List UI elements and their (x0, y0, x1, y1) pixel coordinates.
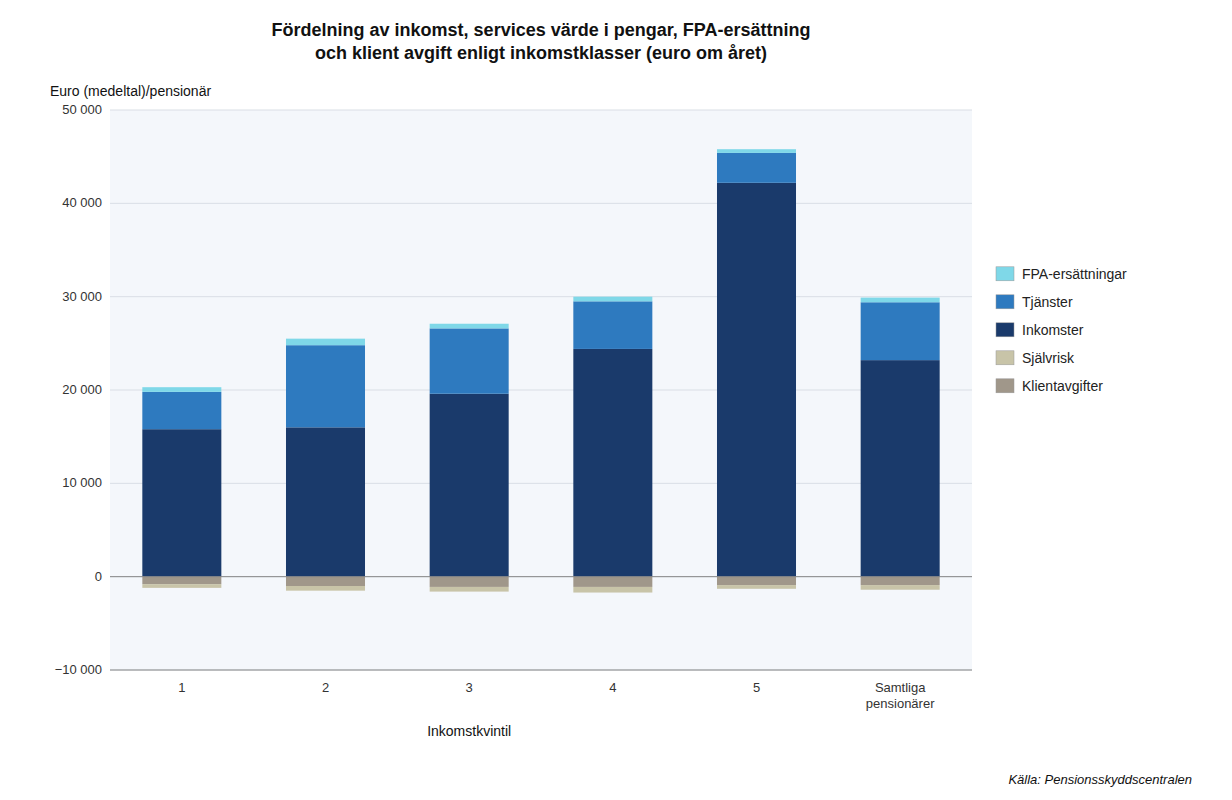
bar (861, 298, 940, 303)
bar (861, 360, 940, 577)
grid-line (110, 110, 972, 111)
legend-label: FPA-ersättningar (1022, 266, 1127, 282)
y-axis-label: Euro (medeltal)/pensionär (50, 83, 211, 99)
x-axis-line (110, 670, 972, 671)
bar (717, 153, 796, 183)
grid-line (110, 296, 972, 297)
bar (142, 387, 221, 392)
x-tick-label: Samtligapensionärer (866, 680, 935, 711)
zero-line (110, 576, 972, 577)
legend-swatch (996, 379, 1014, 393)
grid-line (110, 670, 972, 671)
chart-svg: −10 000 0 10 000 20 000 30 000 40 000 50 000 1 2… (0, 0, 1232, 800)
bar (286, 345, 365, 427)
y-tick-label: 50 000 (62, 102, 102, 117)
y-tick-label: 30 000 (62, 289, 102, 304)
grid (110, 110, 972, 670)
legend-label: Tjänster (1022, 294, 1073, 310)
y-tick-label: 40 000 (62, 195, 102, 210)
grid-line (110, 390, 972, 391)
x-tick-label-line: 2 (322, 680, 329, 695)
x-tick-label: 1 (178, 680, 185, 695)
legend-swatch (996, 351, 1014, 365)
bar (861, 585, 940, 590)
bar (717, 183, 796, 577)
bar (142, 577, 221, 584)
bar (573, 297, 652, 302)
bar (286, 427, 365, 576)
x-tick-label: 3 (466, 680, 473, 695)
bar (430, 324, 509, 329)
bar (717, 585, 796, 589)
y-tick-label: 0 (95, 569, 102, 584)
bar (430, 587, 509, 592)
title-line: och klient avgift enligt inkomstklasser … (315, 43, 767, 63)
bar (142, 392, 221, 429)
x-tick-labels: 1 2 3 4 5 Samtligapensionärer (178, 680, 935, 711)
y-tick-label: −10 000 (55, 662, 102, 677)
bar (286, 586, 365, 591)
title: Fördelning av inkomst, services värde i … (272, 20, 811, 63)
x-tick-label: 4 (609, 680, 616, 695)
x-tick-label-line: pensionärer (866, 696, 935, 711)
x-tick-label: 2 (322, 680, 329, 695)
legend-label: Självrisk (1022, 350, 1075, 366)
legend-label: Inkomster (1022, 322, 1084, 338)
bar (286, 339, 365, 346)
source: Källa: Pensionsskyddscentralen (1008, 772, 1192, 787)
legend-swatch (996, 295, 1014, 309)
grid-line (110, 483, 972, 484)
x-tick-label: 5 (753, 680, 760, 695)
plot-area (110, 110, 972, 670)
legend-label: Klientavgifter (1022, 378, 1103, 394)
y-tick-labels: −10 000 0 10 000 20 000 30 000 40 000 50 000 (55, 102, 102, 677)
y-tick-label: 10 000 (62, 475, 102, 490)
bar (861, 577, 940, 585)
legend-swatch (996, 267, 1014, 281)
bar (142, 584, 221, 588)
bar (717, 577, 796, 585)
bar (430, 577, 509, 587)
grid-line (110, 576, 972, 577)
title-line: Fördelning av inkomst, services värde i … (272, 20, 811, 40)
x-tick-label-line: 1 (178, 680, 185, 695)
bar (430, 394, 509, 577)
chart-container: −10 000 0 10 000 20 000 30 000 40 000 50 000 1 2… (0, 0, 1232, 800)
legend-swatch (996, 323, 1014, 337)
x-tick-label-line: 3 (466, 680, 473, 695)
y-tick-label: 20 000 (62, 382, 102, 397)
background (0, 0, 1232, 800)
x-tick-label-line: 5 (753, 680, 760, 695)
bar (430, 328, 509, 393)
grid-line (110, 203, 972, 204)
bar (573, 301, 652, 349)
x-tick-label-line: 4 (609, 680, 616, 695)
bar (573, 349, 652, 577)
x-tick-label-line: Samtliga (875, 680, 926, 695)
bar (717, 149, 796, 153)
bar (573, 577, 652, 587)
bar (861, 302, 940, 360)
bar (142, 429, 221, 576)
bar (286, 577, 365, 586)
x-axis-label: Inkomstkvintil (427, 723, 511, 739)
legend: FPA-ersättningar Tjänster Inkomster Självri… (996, 266, 1127, 394)
bar (573, 587, 652, 593)
bars (142, 149, 939, 592)
